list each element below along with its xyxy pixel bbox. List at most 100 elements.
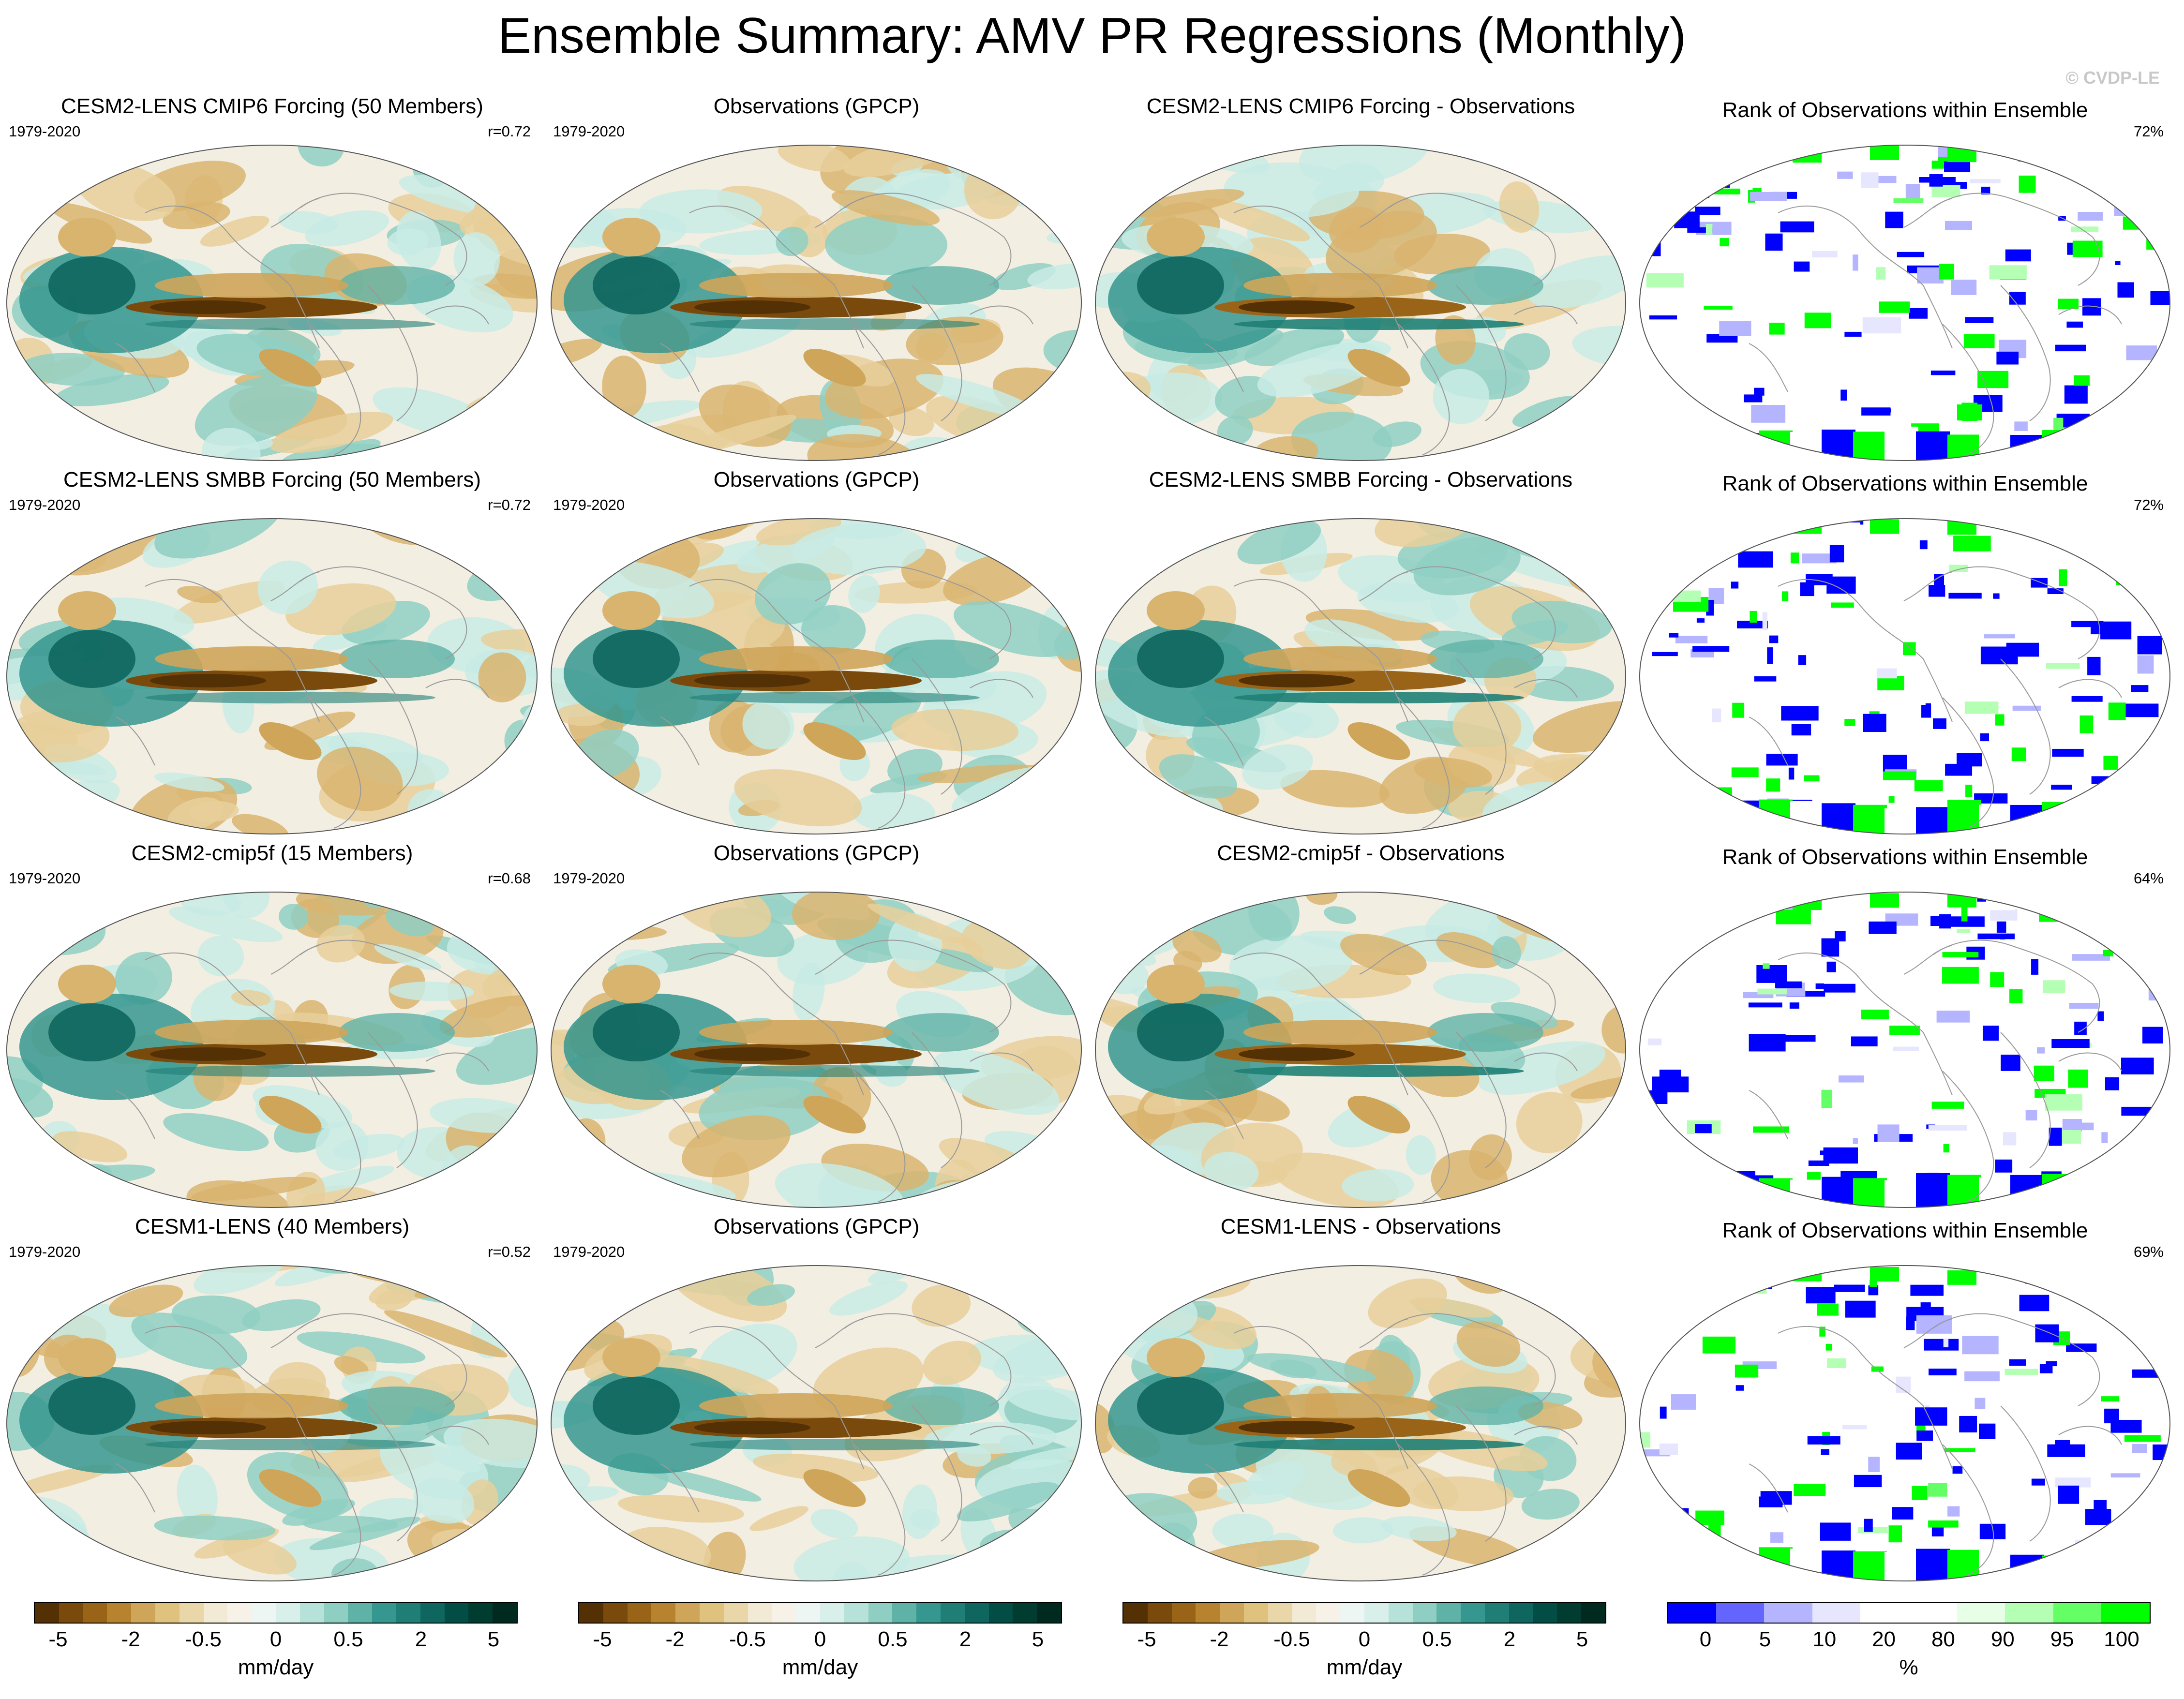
colorbar-swatch [723, 1603, 748, 1623]
colorbar-diff: -5 -2 -0.5 0 0.5 2 5 mm/day [1122, 1602, 1606, 1699]
colorbar-swatch [227, 1603, 252, 1623]
precip-regression-map [1095, 145, 1626, 461]
colorbar-tick: 5 [1576, 1627, 1588, 1651]
colorbar-swatch [2005, 1603, 2053, 1623]
colorbar-swatch [1388, 1603, 1413, 1623]
period-label: 1979-2020 [9, 496, 81, 513]
pattern-correlation: r=0.72 [488, 496, 531, 513]
panel-rank-row1: Rank of Observations within Ensemble 72% [1633, 92, 2177, 465]
colorbar-swatches [34, 1602, 518, 1624]
colorbar-swatch [748, 1603, 772, 1623]
panel-title: Observations (GPCP) [713, 1215, 920, 1238]
panel-model-row1: CESM2-LENS CMIP6 Forcing (50 Members) 197… [0, 92, 544, 465]
panel-diff-row4: CESM1-LENS - Observations [1089, 1212, 1633, 1586]
colorbar-tick: 0 [814, 1627, 826, 1651]
colorbar-swatch [1340, 1603, 1364, 1623]
colorbar-swatch [1220, 1603, 1244, 1623]
colorbar-swatch [868, 1603, 893, 1623]
colorbar-obs: -5 -2 -0.5 0 0.5 2 5 mm/day [578, 1602, 1062, 1699]
pattern-correlation: r=0.52 [488, 1243, 531, 1260]
colorbar-swatch [1484, 1603, 1509, 1623]
colorbar-swatch [396, 1603, 420, 1623]
pattern-correlation: r=0.72 [488, 123, 531, 140]
colorbar-swatch [493, 1603, 517, 1623]
colorbar-swatch [772, 1603, 796, 1623]
colorbar-swatch [892, 1603, 917, 1623]
period-label: 1979-2020 [553, 123, 625, 140]
precip-regression-map [1095, 892, 1626, 1208]
colorbar-tick: -0.5 [1273, 1627, 1310, 1651]
colorbar-tick: 2 [1503, 1627, 1516, 1651]
period-label: 1979-2020 [9, 123, 81, 140]
colorbar-swatch [348, 1603, 373, 1623]
colorbar-tick: -5 [48, 1627, 68, 1651]
precip-regression-map [551, 145, 1082, 461]
panel-obs-row3: Observations (GPCP) 1979-2020 [544, 839, 1089, 1212]
colorbar-tick: 10 [1812, 1627, 1837, 1651]
colorbar-swatch [1860, 1603, 1909, 1623]
colorbar-swatch [796, 1603, 820, 1623]
panel-title: CESM2-LENS CMIP6 Forcing - Observations [1146, 94, 1575, 118]
colorbar-tick: 0.5 [333, 1627, 363, 1651]
colorbar-swatch [203, 1603, 228, 1623]
colorbar-swatch [252, 1603, 276, 1623]
colorbar-swatch [179, 1603, 204, 1623]
colorbar-swatch [844, 1603, 868, 1623]
panel-rank-row2: Rank of Observations within Ensemble 72% [1633, 465, 2177, 839]
colorbar-swatch [651, 1603, 676, 1623]
colorbar-tick: 80 [1931, 1627, 1955, 1651]
rank-percent: 64% [2133, 870, 2164, 887]
colorbar-swatch [1013, 1603, 1037, 1623]
colorbar-swatch [699, 1603, 724, 1623]
precip-regression-map [551, 1265, 1082, 1581]
colorbar-units: mm/day [238, 1655, 314, 1679]
pattern-correlation: r=0.68 [488, 870, 531, 887]
colorbar-swatch [107, 1603, 132, 1623]
colorbar-units: % [1899, 1655, 1918, 1679]
panel-title: Rank of Observations within Ensemble [1722, 472, 2088, 495]
panel-diff-row3: CESM2-cmip5f - Observations [1089, 839, 1633, 1212]
colorbar-swatch [1316, 1603, 1341, 1623]
colorbar-tick: 0 [269, 1627, 282, 1651]
panel-title: CESM2-cmip5f - Observations [1217, 841, 1505, 865]
colorbar-tick: -2 [121, 1627, 140, 1651]
period-label: 1979-2020 [553, 870, 625, 887]
rank-map [1639, 518, 2170, 835]
colorbar-tick: 0 [1358, 1627, 1371, 1651]
colorbar-swatch [1364, 1603, 1389, 1623]
colorbar-swatch [675, 1603, 700, 1623]
colorbar-swatch [2101, 1603, 2150, 1623]
watermark: © CVDP-LE [2065, 68, 2160, 88]
colorbar-tick: 0.5 [878, 1627, 908, 1651]
period-label: 1979-2020 [553, 496, 625, 513]
colorbar-units: mm/day [1326, 1655, 1403, 1679]
colorbar-swatch [324, 1603, 348, 1623]
rank-map [1639, 892, 2170, 1208]
panel-model-row3: CESM2-cmip5f (15 Members) 1979-2020 r=0.68 [0, 839, 544, 1212]
colorbar-swatch [1957, 1603, 2005, 1623]
panel-title: Rank of Observations within Ensemble [1722, 845, 2088, 869]
colorbar-tick: 5 [1032, 1627, 1044, 1651]
colorbar-swatches [578, 1602, 1062, 1624]
precip-regression-map [6, 1265, 538, 1581]
panel-model-row2: CESM2-LENS SMBB Forcing (50 Members) 1979… [0, 465, 544, 839]
colorbar-rank: 0 5 10 20 80 90 95 100% [1667, 1602, 2151, 1699]
panel-title: CESM2-cmip5f (15 Members) [131, 841, 413, 865]
colorbar-swatch [820, 1603, 844, 1623]
panel-title: CESM2-LENS SMBB Forcing (50 Members) [63, 468, 481, 492]
colorbar-swatch [627, 1603, 652, 1623]
colorbar-swatch [275, 1603, 300, 1623]
colorbar-tick: -0.5 [729, 1627, 766, 1651]
colorbar-tick: 90 [1990, 1627, 2015, 1651]
colorbar-swatch [1812, 1603, 1861, 1623]
colorbar-swatch [444, 1603, 469, 1623]
period-label: 1979-2020 [9, 1243, 81, 1260]
precip-regression-map [551, 518, 1082, 835]
precip-regression-map [6, 892, 538, 1208]
colorbar-units: mm/day [782, 1655, 858, 1679]
colorbar-tick: 2 [959, 1627, 972, 1651]
panel-title: Rank of Observations within Ensemble [1722, 1219, 2088, 1242]
colorbar-swatch [1533, 1603, 1557, 1623]
colorbar-swatch [468, 1603, 493, 1623]
precip-regression-map [1095, 518, 1626, 835]
